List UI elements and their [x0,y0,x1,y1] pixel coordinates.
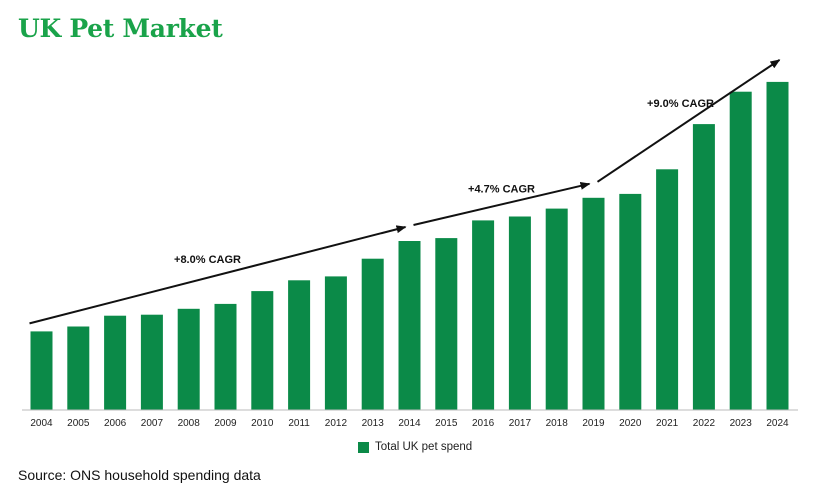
x-tick-label: 2008 [178,418,201,429]
x-tick-label: 2022 [693,418,716,429]
bar-2023 [729,91,752,410]
x-tick-label: 2024 [766,418,789,429]
bar-2007 [140,314,163,410]
bar-2009 [214,303,237,410]
chart-title: UK Pet Market [18,14,223,43]
x-tick-label: 2017 [509,418,532,429]
bar-2014 [398,241,421,410]
x-tick-label: 2004 [30,418,53,429]
x-tick-label: 2005 [67,418,90,429]
bar-2016 [472,220,495,410]
x-tick-label: 2011 [288,418,310,429]
x-tick-label: 2009 [214,418,237,429]
cagr-label: +9.0% CAGR [647,98,714,110]
bar-2019 [582,197,605,410]
bar-2012 [324,276,347,410]
legend-swatch [358,441,369,453]
bar-2005 [67,326,90,410]
bar-2010 [251,291,274,410]
x-tick-label: 2014 [398,418,421,429]
bar-2021 [656,169,679,410]
x-tick-label: 2016 [472,418,495,429]
x-tick-label: 2020 [619,418,642,429]
bar-2017 [508,216,531,410]
source-note: Source: ONS household spending data [18,467,261,483]
bar-2006 [104,315,127,410]
legend-label: Total UK pet spend [375,441,473,453]
bar-2008 [177,308,200,410]
x-tick-label: 2018 [546,418,569,429]
x-tick-label: 2006 [104,418,127,429]
bar-2022 [692,124,715,410]
cagr-arrow [29,225,407,325]
bar-2020 [619,193,642,410]
x-tick-label: 2015 [435,418,458,429]
bar-2015 [435,238,458,410]
bar-2018 [545,208,568,410]
cagr-arrow [413,181,591,226]
x-tick-label: 2023 [730,418,753,429]
x-tick-label: 2012 [325,418,348,429]
x-tick-label: 2010 [251,418,274,429]
bar-2024 [766,81,789,411]
bar-2004 [30,331,53,410]
legend: Total UK pet spend [358,441,472,453]
x-tick-label: 2013 [362,418,385,429]
cagr-label: +8.0% CAGR [174,254,241,266]
bar-2013 [361,258,384,410]
cagr-label: +4.7% CAGR [468,183,535,195]
x-tick-label: 2007 [141,418,164,429]
x-tick-label: 2019 [582,418,605,429]
bar-2011 [288,280,311,410]
cagr-arrow [596,59,781,183]
x-tick-label: 2021 [656,418,679,429]
